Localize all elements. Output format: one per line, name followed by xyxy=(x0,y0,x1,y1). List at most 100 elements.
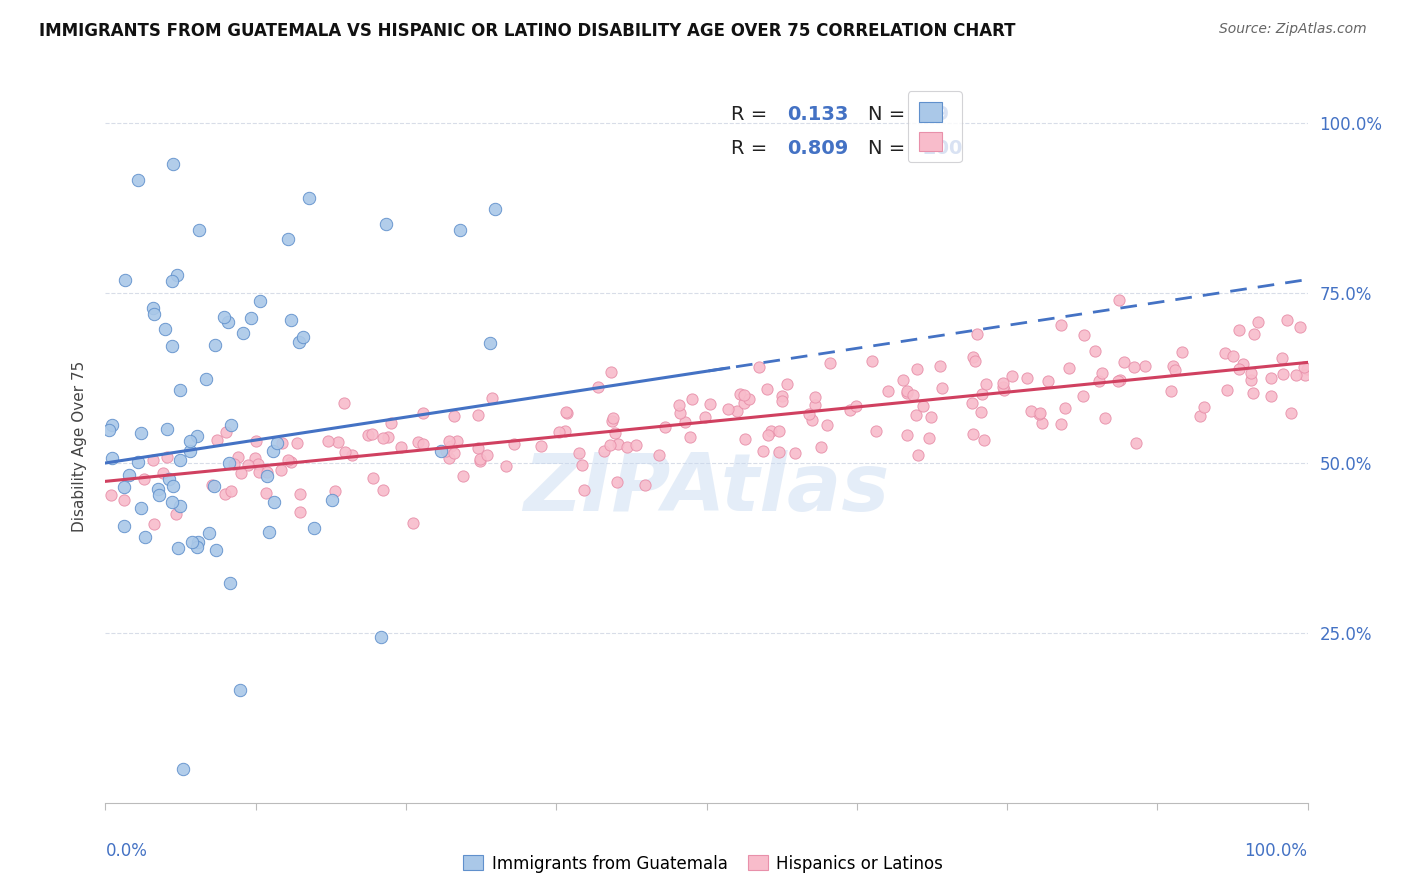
Point xyxy=(1241,385,1264,400)
Y-axis label: Disability Age Over 75: Disability Age Over 75 xyxy=(72,360,87,532)
Point xyxy=(219,483,242,498)
Point xyxy=(198,525,221,540)
Point xyxy=(668,398,690,412)
Point xyxy=(169,453,191,467)
Point xyxy=(371,431,394,445)
Point xyxy=(243,450,266,465)
Point xyxy=(974,377,997,392)
Point xyxy=(391,440,413,454)
Point xyxy=(1050,417,1073,431)
Point xyxy=(960,396,983,410)
Point xyxy=(247,465,270,479)
Point xyxy=(804,398,827,412)
Point xyxy=(993,384,1015,398)
Point xyxy=(156,422,179,436)
Point xyxy=(572,483,595,497)
Point xyxy=(316,434,339,449)
Point xyxy=(756,382,779,396)
Point xyxy=(446,434,468,449)
Point xyxy=(201,478,224,492)
Point xyxy=(160,274,183,288)
Point xyxy=(179,444,201,458)
Point xyxy=(810,440,832,454)
Point xyxy=(770,394,793,409)
Point xyxy=(186,429,208,443)
Point xyxy=(606,475,628,490)
Point xyxy=(232,326,254,340)
Point xyxy=(776,376,799,391)
Point xyxy=(607,437,630,451)
Point xyxy=(1189,409,1212,423)
Point xyxy=(98,423,121,437)
Point xyxy=(503,437,526,451)
Point xyxy=(1294,359,1316,374)
Point xyxy=(186,540,208,554)
Point xyxy=(1260,371,1282,385)
Point xyxy=(555,406,578,420)
Point xyxy=(259,524,281,539)
Point xyxy=(288,487,311,501)
Point xyxy=(332,396,354,410)
Point xyxy=(654,420,676,434)
Point xyxy=(470,451,492,466)
Point xyxy=(285,436,308,450)
Point xyxy=(430,443,453,458)
Point xyxy=(280,455,302,469)
Point xyxy=(323,484,346,499)
Point xyxy=(1071,389,1094,403)
Point xyxy=(931,381,953,395)
Point xyxy=(991,376,1014,390)
Point xyxy=(599,365,621,379)
Point xyxy=(820,355,842,369)
Point xyxy=(768,445,790,459)
Point xyxy=(759,424,782,438)
Point xyxy=(304,521,326,535)
Point xyxy=(134,531,156,545)
Point xyxy=(877,384,900,399)
Point xyxy=(725,404,748,418)
Point xyxy=(756,428,779,442)
Point xyxy=(865,424,887,438)
Point xyxy=(911,399,934,413)
Point xyxy=(734,433,756,447)
Point xyxy=(1260,389,1282,403)
Point xyxy=(1133,359,1156,374)
Point xyxy=(1271,367,1294,381)
Point xyxy=(1094,411,1116,425)
Point xyxy=(845,399,868,413)
Point xyxy=(907,448,929,462)
Point xyxy=(218,456,240,470)
Point xyxy=(1275,313,1298,327)
Point xyxy=(991,380,1014,394)
Point xyxy=(804,390,827,404)
Point xyxy=(860,353,883,368)
Point xyxy=(262,443,284,458)
Point xyxy=(1109,373,1132,387)
Point xyxy=(768,424,790,438)
Legend: , : , xyxy=(908,91,962,162)
Point xyxy=(280,313,302,327)
Point xyxy=(101,418,124,433)
Point xyxy=(785,446,807,460)
Point xyxy=(1213,345,1236,359)
Point xyxy=(554,424,576,438)
Point xyxy=(277,232,299,246)
Point xyxy=(437,434,460,448)
Point xyxy=(1161,359,1184,373)
Legend: Immigrants from Guatemala, Hispanics or Latinos: Immigrants from Guatemala, Hispanics or … xyxy=(457,848,949,880)
Point xyxy=(800,413,823,427)
Point xyxy=(127,172,149,186)
Point xyxy=(326,435,349,450)
Point xyxy=(555,405,578,419)
Point xyxy=(905,408,928,422)
Point xyxy=(166,268,188,282)
Point xyxy=(440,439,463,453)
Point xyxy=(920,409,942,424)
Text: 69: 69 xyxy=(922,105,950,124)
Point xyxy=(1000,369,1022,384)
Point xyxy=(215,425,238,439)
Point xyxy=(1289,319,1312,334)
Point xyxy=(380,416,402,430)
Point xyxy=(970,405,993,419)
Point xyxy=(277,453,299,467)
